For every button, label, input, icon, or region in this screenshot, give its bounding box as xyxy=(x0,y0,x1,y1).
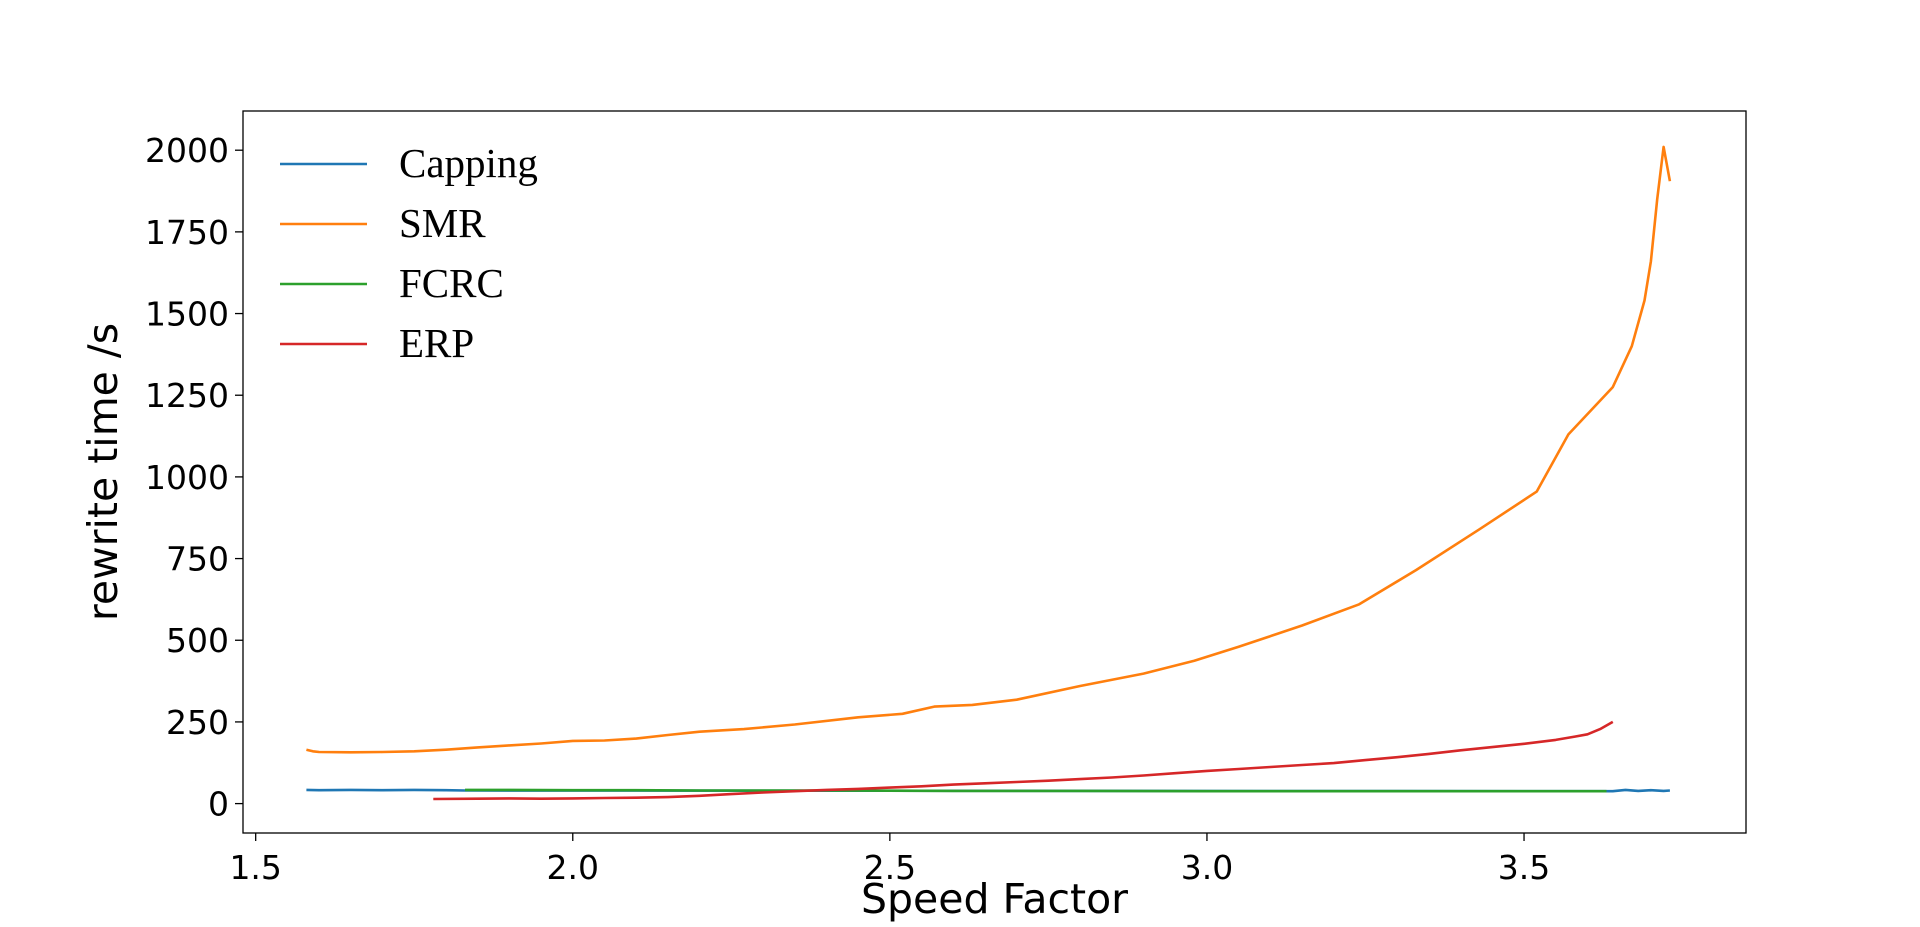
y-tick-label: 2000 xyxy=(145,131,229,170)
legend: Capping SMR FCRC ERP xyxy=(280,140,538,366)
x-tick-label: 3.5 xyxy=(1498,848,1550,887)
y-tick-label: 750 xyxy=(166,540,229,579)
y-tick-label: 1750 xyxy=(145,213,229,252)
legend-label-capping: Capping xyxy=(399,140,538,186)
x-axis-title: Speed Factor xyxy=(861,875,1128,923)
y-tick-label: 1000 xyxy=(145,458,229,497)
legend-label-smr: SMR xyxy=(399,200,486,246)
y-tick-label: 0 xyxy=(208,785,229,824)
series-line-erp xyxy=(433,720,1614,801)
y-tick-label: 250 xyxy=(166,703,229,742)
y-tick-label: 1250 xyxy=(145,376,229,415)
series-line-fcrc xyxy=(465,788,1607,793)
y-tick-label: 1500 xyxy=(145,295,229,334)
x-tick-label: 2.5 xyxy=(864,848,916,887)
series-layer xyxy=(306,145,1672,801)
x-tick-label: 3.0 xyxy=(1181,848,1233,887)
y-axis: 0 250 500 750 1000 1250 1500 1750 2000 xyxy=(145,131,243,824)
x-tick-label: 2.0 xyxy=(547,848,599,887)
legend-label-fcrc: FCRC xyxy=(399,260,504,306)
x-tick-label: 1.5 xyxy=(229,848,281,887)
series-line-smr xyxy=(306,145,1672,754)
x-axis: 1.5 2.0 2.5 3.0 3.5 xyxy=(229,833,1550,887)
plot-frame xyxy=(242,110,1747,834)
y-axis-title: rewrite time /s xyxy=(79,323,127,621)
y-tick-label: 500 xyxy=(166,621,229,660)
legend-label-erp: ERP xyxy=(399,320,474,366)
